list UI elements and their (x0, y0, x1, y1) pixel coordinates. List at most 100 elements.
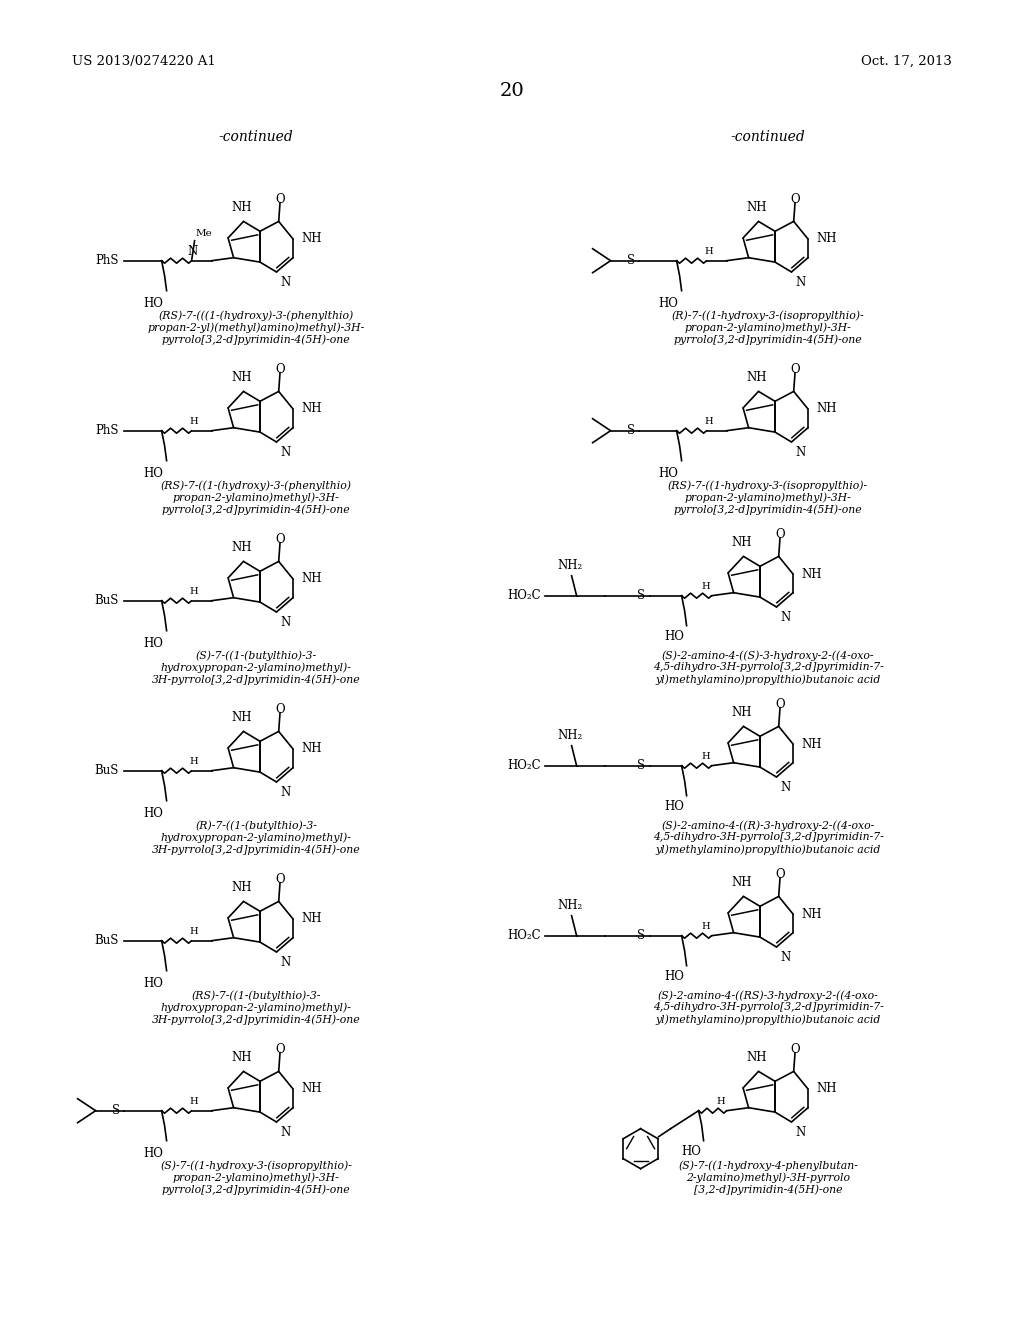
Text: NH₂: NH₂ (557, 729, 583, 742)
Text: (S)-7-((1-hydroxy-3-(isopropylthio)-: (S)-7-((1-hydroxy-3-(isopropylthio)- (160, 1160, 352, 1171)
Text: (S)-2-amino-4-((S)-3-hydroxy-2-((4-oxo-: (S)-2-amino-4-((S)-3-hydroxy-2-((4-oxo- (662, 649, 874, 660)
Text: HO: HO (143, 467, 164, 479)
Text: H: H (189, 586, 198, 595)
Text: NH: NH (301, 403, 322, 416)
Text: hydroxypropan-2-ylamino)methyl)-: hydroxypropan-2-ylamino)methyl)- (161, 1002, 351, 1012)
Text: hydroxypropan-2-ylamino)methyl)-: hydroxypropan-2-ylamino)methyl)- (161, 832, 351, 842)
Text: 2-ylamino)methyl)-3H-pyrrolo: 2-ylamino)methyl)-3H-pyrrolo (686, 1172, 850, 1183)
Text: (RS)-7-((1-(hydroxy)-3-(phenylthio): (RS)-7-((1-(hydroxy)-3-(phenylthio) (161, 480, 351, 491)
Text: O: O (275, 533, 285, 546)
Text: NH: NH (816, 403, 837, 416)
Text: (S)-2-amino-4-((R)-3-hydroxy-2-((4-oxo-: (S)-2-amino-4-((R)-3-hydroxy-2-((4-oxo- (662, 820, 874, 830)
Text: 3H-pyrrolo[3,2-d]pyrimidin-4(5H)-one: 3H-pyrrolo[3,2-d]pyrimidin-4(5H)-one (152, 843, 360, 854)
Text: HO₂C: HO₂C (507, 759, 541, 772)
Text: pyrrolo[3,2-d]pyrimidin-4(5H)-one: pyrrolo[3,2-d]pyrimidin-4(5H)-one (162, 1184, 350, 1195)
Text: O: O (275, 363, 285, 376)
Text: 4,5-dihydro-3H-pyrrolo[3,2-d]pyrimidin-7-: 4,5-dihydro-3H-pyrrolo[3,2-d]pyrimidin-7… (652, 832, 884, 842)
Text: (RS)-7-((1-hydroxy-3-(isopropylthio)-: (RS)-7-((1-hydroxy-3-(isopropylthio)- (668, 480, 868, 491)
Text: O: O (275, 193, 285, 206)
Text: N: N (187, 244, 198, 257)
Text: N: N (281, 785, 291, 799)
Text: N: N (281, 446, 291, 459)
Text: HO: HO (658, 467, 679, 479)
Text: yl)methylamino)propylthio)butanoic acid: yl)methylamino)propylthio)butanoic acid (655, 675, 881, 685)
Text: 4,5-dihydro-3H-pyrrolo[3,2-d]pyrimidin-7-: 4,5-dihydro-3H-pyrrolo[3,2-d]pyrimidin-7… (652, 1002, 884, 1012)
Text: HO: HO (658, 297, 679, 310)
Text: H: H (716, 1097, 725, 1106)
Text: O: O (791, 1043, 800, 1056)
Text: NH: NH (731, 536, 752, 549)
Text: HO: HO (143, 297, 164, 310)
Text: N: N (281, 956, 291, 969)
Text: NH: NH (301, 573, 322, 586)
Text: HO: HO (143, 807, 164, 820)
Text: NH: NH (746, 371, 767, 384)
Text: NH: NH (231, 882, 252, 895)
Text: BuS: BuS (94, 935, 119, 948)
Text: hydroxypropan-2-ylamino)methyl)-: hydroxypropan-2-ylamino)methyl)- (161, 663, 351, 673)
Text: S: S (638, 759, 645, 772)
Text: NH: NH (731, 706, 752, 719)
Text: NH₂: NH₂ (557, 558, 583, 572)
Text: propan-2-yl)(methyl)amino)methyl)-3H-: propan-2-yl)(methyl)amino)methyl)-3H- (147, 322, 365, 333)
Text: O: O (775, 528, 785, 541)
Text: propan-2-ylamino)methyl)-3H-: propan-2-ylamino)methyl)-3H- (173, 492, 339, 503)
Text: NH: NH (816, 1082, 837, 1096)
Text: yl)methylamino)propylthio)butanoic acid: yl)methylamino)propylthio)butanoic acid (655, 843, 881, 854)
Text: 3H-pyrrolo[3,2-d]pyrimidin-4(5H)-one: 3H-pyrrolo[3,2-d]pyrimidin-4(5H)-one (152, 675, 360, 685)
Text: N: N (281, 1126, 291, 1139)
Text: S: S (113, 1105, 121, 1117)
Text: O: O (275, 704, 285, 717)
Text: pyrrolo[3,2-d]pyrimidin-4(5H)-one: pyrrolo[3,2-d]pyrimidin-4(5H)-one (162, 334, 350, 345)
Text: NH₂: NH₂ (557, 899, 583, 912)
Text: (S)-2-amino-4-((RS)-3-hydroxy-2-((4-oxo-: (S)-2-amino-4-((RS)-3-hydroxy-2-((4-oxo- (657, 990, 879, 1001)
Text: NH: NH (731, 876, 752, 890)
Text: N: N (780, 611, 791, 624)
Text: H: H (705, 417, 713, 425)
Text: H: H (189, 417, 198, 425)
Text: PhS: PhS (95, 424, 119, 437)
Text: pyrrolo[3,2-d]pyrimidin-4(5H)-one: pyrrolo[3,2-d]pyrimidin-4(5H)-one (162, 504, 350, 515)
Text: Me: Me (196, 228, 212, 238)
Text: H: H (189, 756, 198, 766)
Text: NH: NH (301, 232, 322, 246)
Text: S: S (628, 424, 636, 437)
Text: N: N (780, 950, 791, 964)
Text: H: H (701, 751, 710, 760)
Text: 3H-pyrrolo[3,2-d]pyrimidin-4(5H)-one: 3H-pyrrolo[3,2-d]pyrimidin-4(5H)-one (152, 1014, 360, 1024)
Text: O: O (775, 869, 785, 882)
Text: NH: NH (231, 202, 252, 214)
Text: -continued: -continued (731, 129, 805, 144)
Text: NH: NH (231, 371, 252, 384)
Text: NH: NH (746, 1052, 767, 1064)
Text: NH: NH (816, 232, 837, 246)
Text: (R)-7-((1-hydroxy-3-(isopropylthio)-: (R)-7-((1-hydroxy-3-(isopropylthio)- (672, 310, 864, 321)
Text: propan-2-ylamino)methyl)-3H-: propan-2-ylamino)methyl)-3H- (685, 322, 851, 333)
Text: S: S (638, 929, 645, 942)
Text: BuS: BuS (94, 594, 119, 607)
Text: [3,2-d]pyrimidin-4(5H)-one: [3,2-d]pyrimidin-4(5H)-one (693, 1184, 843, 1195)
Text: pyrrolo[3,2-d]pyrimidin-4(5H)-one: pyrrolo[3,2-d]pyrimidin-4(5H)-one (674, 504, 862, 515)
Text: propan-2-ylamino)methyl)-3H-: propan-2-ylamino)methyl)-3H- (173, 1172, 339, 1183)
Text: HO: HO (143, 977, 164, 990)
Text: HO₂C: HO₂C (507, 589, 541, 602)
Text: O: O (275, 1043, 285, 1056)
Text: NH: NH (801, 738, 821, 751)
Text: NH: NH (231, 1052, 252, 1064)
Text: -continued: -continued (219, 129, 293, 144)
Text: N: N (281, 276, 291, 289)
Text: H: H (701, 921, 710, 931)
Text: HO: HO (665, 970, 685, 982)
Text: O: O (775, 698, 785, 711)
Text: NH: NH (231, 711, 252, 725)
Text: (RS)-7-((1-(butylthio)-3-: (RS)-7-((1-(butylthio)-3- (191, 990, 321, 1001)
Text: 4,5-dihydro-3H-pyrrolo[3,2-d]pyrimidin-7-: 4,5-dihydro-3H-pyrrolo[3,2-d]pyrimidin-7… (652, 663, 884, 672)
Text: N: N (796, 1126, 806, 1139)
Text: propan-2-ylamino)methyl)-3H-: propan-2-ylamino)methyl)-3H- (685, 492, 851, 503)
Text: N: N (281, 616, 291, 630)
Text: S: S (628, 255, 636, 267)
Text: O: O (791, 193, 800, 206)
Text: H: H (705, 247, 713, 256)
Text: NH: NH (231, 541, 252, 554)
Text: Oct. 17, 2013: Oct. 17, 2013 (861, 55, 952, 69)
